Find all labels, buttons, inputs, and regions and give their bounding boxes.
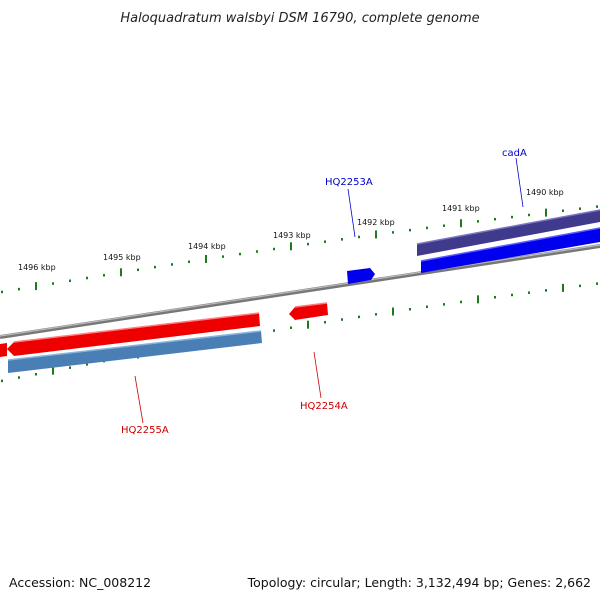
outer-minor-tick xyxy=(528,213,530,217)
leader-line-hq2253a xyxy=(347,188,356,238)
outer-minor-tick xyxy=(154,265,156,269)
outer-minor-tick xyxy=(171,263,173,266)
inner-major-tick xyxy=(52,366,54,375)
tick-label-1493: 1493 kbp xyxy=(273,231,311,240)
tick-label-1491: 1491 kbp xyxy=(442,204,480,213)
outer-minor-tick xyxy=(596,205,598,208)
gene-label-hq2254a[interactable]: HQ2254A xyxy=(300,401,348,412)
inner-minor-tick xyxy=(545,289,547,292)
outer-minor-tick xyxy=(137,268,139,272)
outer-minor-tick xyxy=(222,255,224,258)
leader-line-hq2255a xyxy=(134,375,144,424)
inner-major-tick xyxy=(307,320,309,329)
tick-label-1495: 1495 kbp xyxy=(103,253,141,262)
gene-label-cadA[interactable]: cadA xyxy=(502,148,527,159)
outer-minor-tick xyxy=(494,217,496,221)
outer-minor-tick xyxy=(1,290,3,294)
outer-major-tick xyxy=(290,242,292,251)
leader-line-hq2254a xyxy=(313,351,322,399)
outer-minor-tick xyxy=(103,274,105,277)
gene-feature-hq2255a[interactable] xyxy=(7,312,260,356)
outer-minor-tick xyxy=(69,279,71,283)
outer-minor-tick xyxy=(562,209,564,213)
inner-minor-tick xyxy=(35,372,37,376)
inner-major-tick xyxy=(477,295,479,304)
inner-minor-tick xyxy=(494,296,496,299)
tick-label-1494: 1494 kbp xyxy=(188,242,226,251)
tick-label-1492: 1492 kbp xyxy=(357,218,395,227)
outer-major-tick xyxy=(120,268,122,277)
gene-feature-hq2253a[interactable] xyxy=(347,268,375,284)
outer-minor-tick xyxy=(443,224,445,227)
outer-major-tick xyxy=(35,282,37,291)
kbp-ticks-outer xyxy=(1,205,598,294)
inner-minor-tick xyxy=(18,376,20,379)
accession-text: Accession: NC_008212 xyxy=(9,575,151,590)
outer-minor-tick xyxy=(52,282,54,285)
tick-label-1496: 1496 kbp xyxy=(18,263,56,272)
inner-major-tick xyxy=(392,307,394,316)
inner-minor-tick xyxy=(324,320,326,324)
inner-minor-tick xyxy=(460,300,462,304)
inner-minor-tick xyxy=(358,315,360,319)
outer-minor-tick xyxy=(18,287,20,291)
outer-minor-tick xyxy=(324,240,326,243)
gene-feature-left-edge[interactable] xyxy=(0,343,7,357)
inner-minor-tick xyxy=(528,291,530,294)
inner-minor-tick xyxy=(409,308,411,311)
inner-minor-tick xyxy=(579,284,581,288)
outer-minor-tick xyxy=(86,276,88,280)
outer-minor-tick xyxy=(239,252,241,256)
inner-minor-tick xyxy=(511,293,513,297)
outer-minor-tick xyxy=(188,260,190,264)
inner-minor-tick xyxy=(273,329,275,332)
gene-feature-cadA-dark[interactable] xyxy=(416,209,600,256)
inner-minor-tick xyxy=(443,303,445,306)
outer-minor-tick xyxy=(256,250,258,253)
outer-minor-tick xyxy=(392,231,394,234)
inner-minor-tick xyxy=(596,282,598,285)
gene-feature-cadA[interactable] xyxy=(420,227,600,273)
outer-minor-tick xyxy=(307,242,309,246)
leader-line-cadA xyxy=(515,157,524,208)
gene-label-hq2253a[interactable]: HQ2253A xyxy=(325,177,373,188)
outer-major-tick xyxy=(375,230,377,239)
outer-major-tick xyxy=(545,208,547,217)
inner-minor-tick xyxy=(69,366,71,369)
genome-summary-text: Topology: circular; Length: 3,132,494 bp… xyxy=(247,575,591,590)
inner-minor-tick xyxy=(341,318,343,321)
inner-minor-tick xyxy=(86,363,88,366)
gene-feature-hq2254a[interactable] xyxy=(289,302,328,320)
outer-minor-tick xyxy=(511,215,513,219)
gene-label-hq2255a[interactable]: HQ2255A xyxy=(121,425,169,436)
outer-major-tick xyxy=(460,219,462,228)
genome-backbone xyxy=(0,244,600,339)
outer-minor-tick xyxy=(409,228,411,232)
inner-minor-tick xyxy=(1,379,3,383)
gene-feature-hq2255a-blue[interactable] xyxy=(7,330,262,373)
outer-minor-tick xyxy=(426,226,428,230)
inner-major-tick xyxy=(562,283,564,292)
outer-minor-tick xyxy=(273,247,275,251)
genome-backbone-highlight xyxy=(0,244,600,337)
genome-title: Haloquadratum walsbyi DSM 16790, complet… xyxy=(120,11,479,26)
inner-minor-tick xyxy=(426,305,428,309)
outer-major-tick xyxy=(205,254,207,263)
outer-minor-tick xyxy=(477,220,479,223)
outer-minor-tick xyxy=(341,238,343,241)
tick-label-1490: 1490 kbp xyxy=(526,188,564,197)
inner-minor-tick xyxy=(290,326,292,329)
inner-minor-tick xyxy=(375,313,377,316)
outer-minor-tick xyxy=(358,235,360,239)
outer-minor-tick xyxy=(579,207,581,210)
